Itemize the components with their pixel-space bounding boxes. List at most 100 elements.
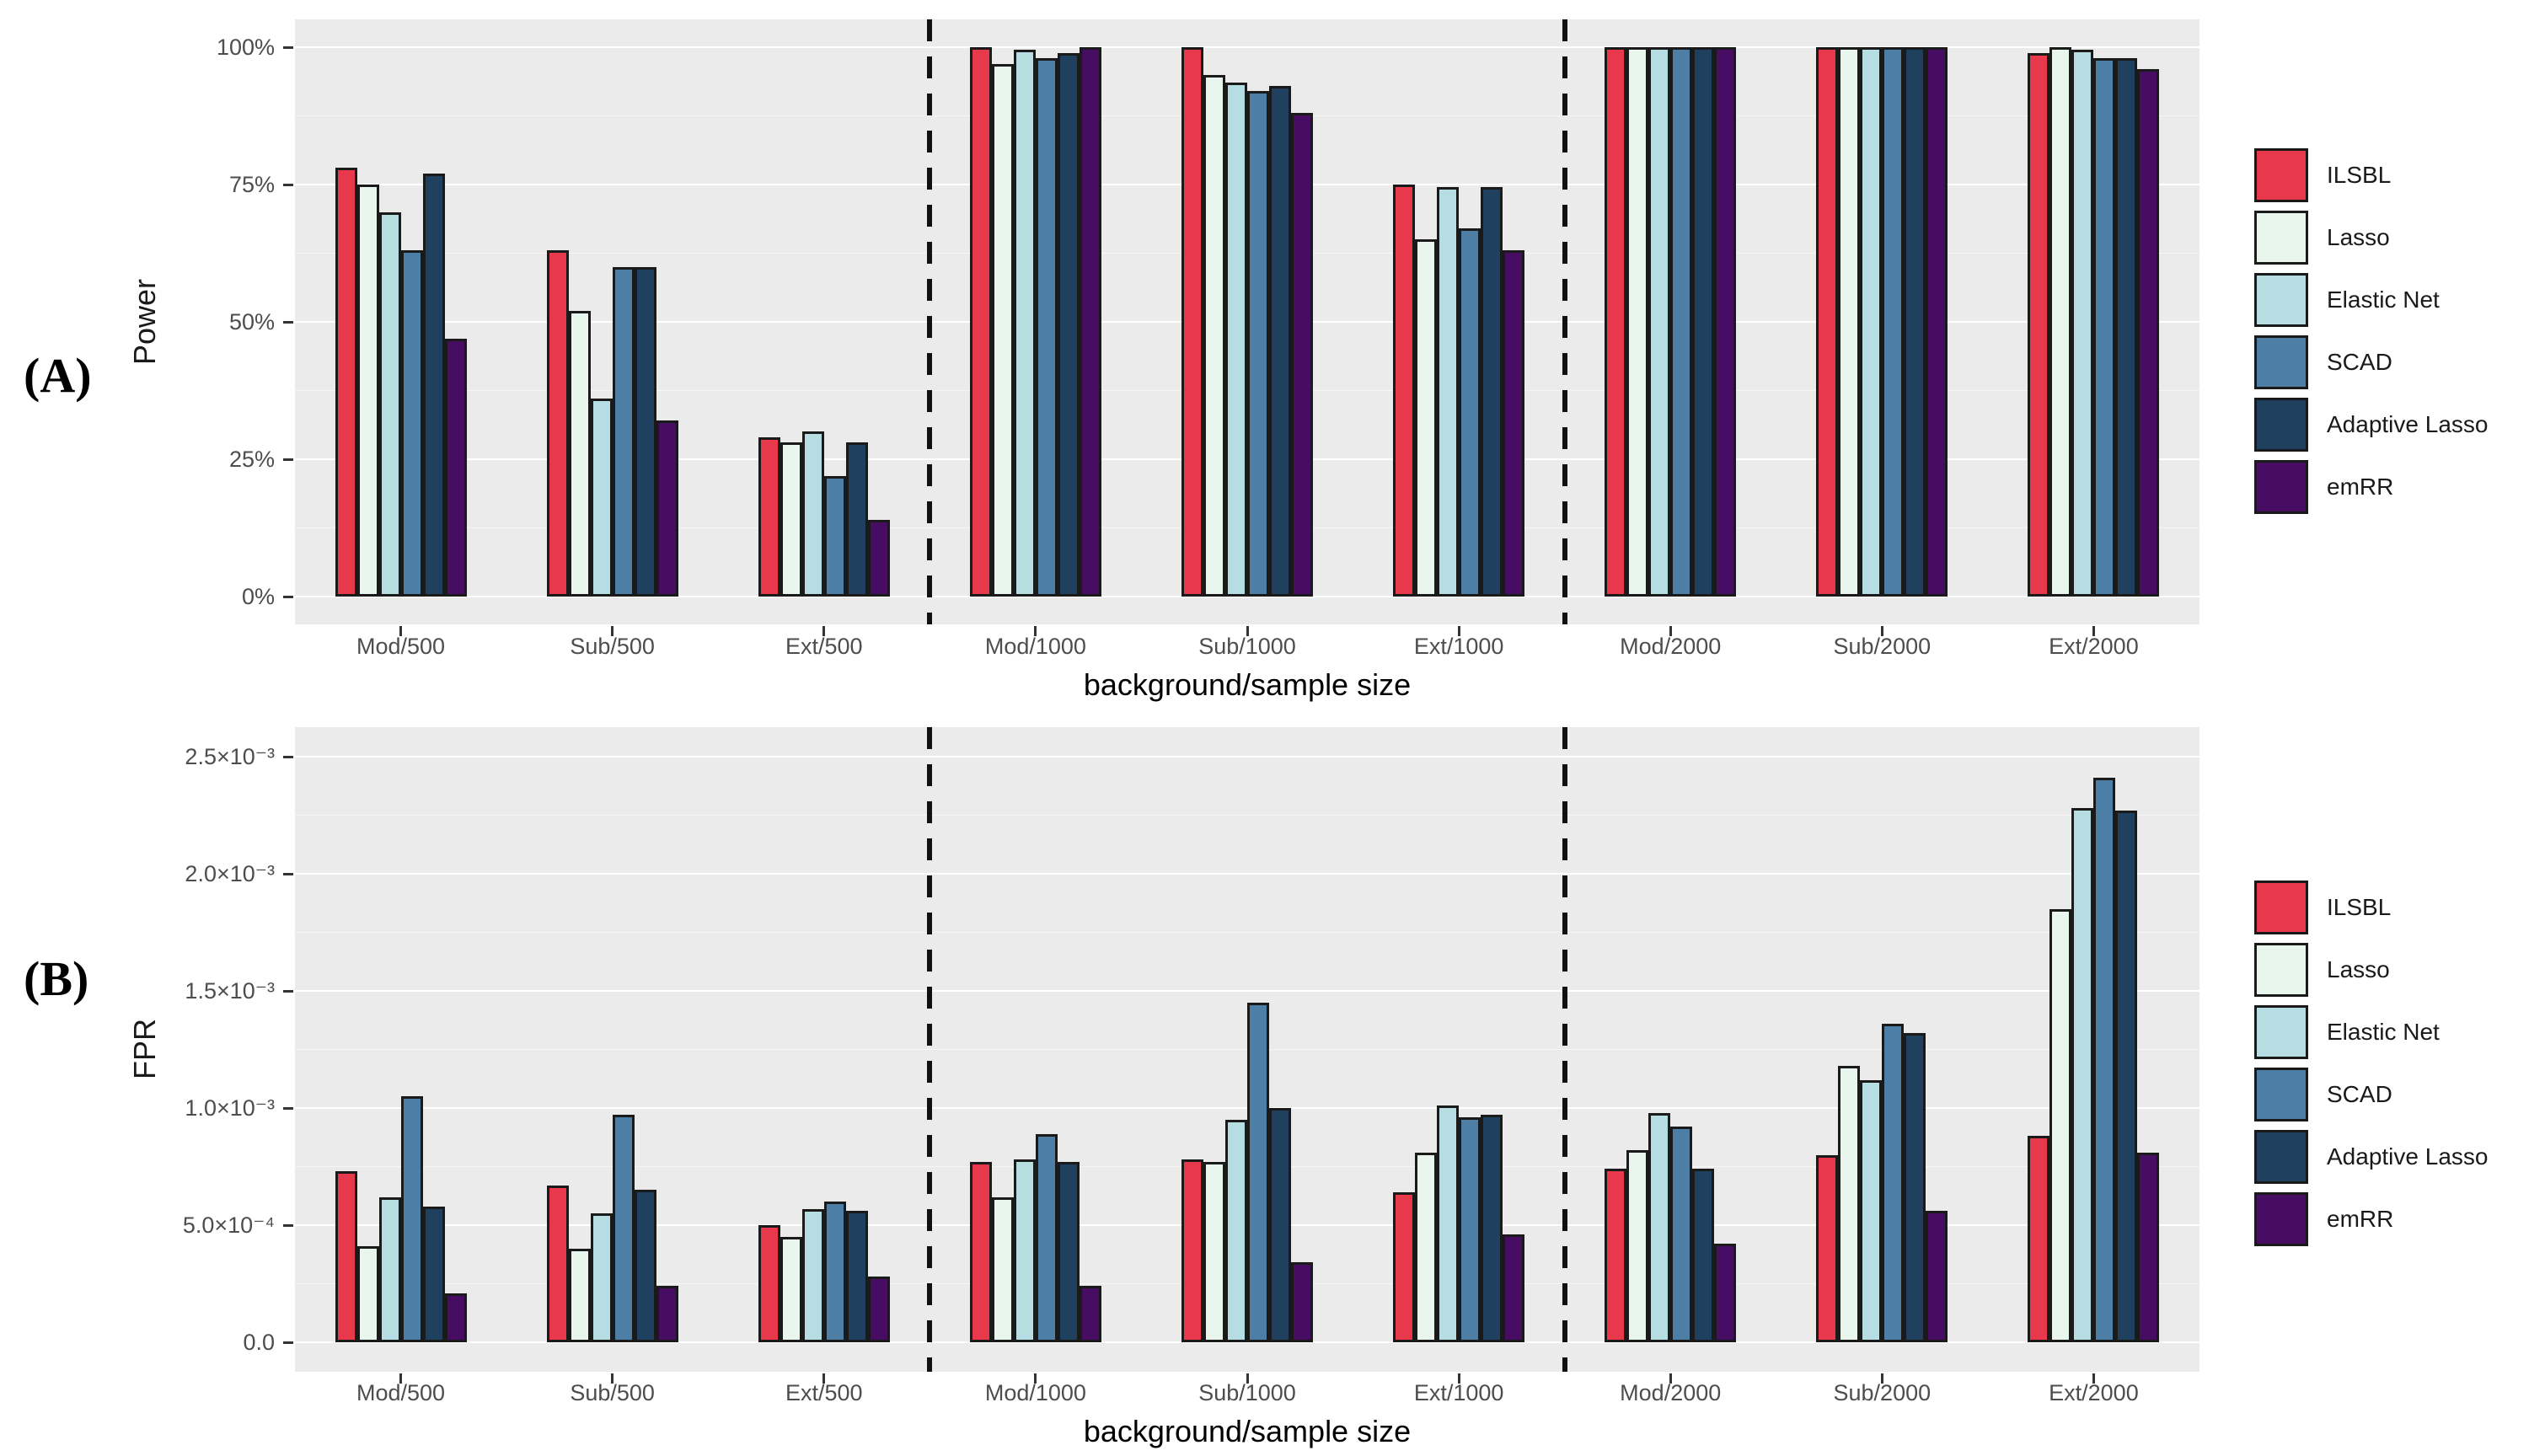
bar [1692, 1169, 1715, 1342]
minor-gridline [295, 931, 2199, 934]
x-tick-label: Mod/500 [356, 1380, 446, 1405]
legend-swatch [2254, 1005, 2308, 1059]
bar [1860, 47, 1883, 597]
fpr-axis-title: FPR [127, 1019, 162, 1079]
x-tick-mark [399, 1373, 403, 1384]
bar [1393, 1192, 1416, 1342]
bar [1035, 58, 1058, 597]
y-tick-mark [283, 989, 293, 993]
bar [1437, 1105, 1460, 1342]
bar [335, 168, 357, 597]
bar [1393, 185, 1416, 597]
bar [1481, 187, 1503, 597]
bar [1181, 47, 1203, 597]
dashed-separator-line [1562, 19, 1567, 624]
bar [2115, 58, 2138, 597]
bar [969, 1161, 992, 1342]
bar [2049, 47, 2072, 597]
bar [356, 185, 379, 597]
y-tick-mark [283, 872, 293, 875]
legend-label: ILSBL [2327, 894, 2392, 920]
bar [1626, 1150, 1649, 1342]
bar [845, 1211, 868, 1342]
major-gridline [295, 596, 2199, 597]
legend-label: Adaptive Lasso [2327, 411, 2489, 437]
fpr-chart-panel [295, 727, 2199, 1372]
bar [1860, 1079, 1883, 1342]
bar [1882, 1023, 1905, 1342]
y-tick-mark [283, 1223, 293, 1227]
bar [1816, 47, 1839, 597]
bar [845, 442, 868, 597]
bar [1269, 85, 1291, 597]
bar [1203, 1161, 1225, 1342]
bar [422, 1206, 445, 1342]
bar [422, 173, 445, 597]
bar [335, 1171, 357, 1342]
y-tick-label: 1.0×10⁻³ [185, 1095, 275, 1121]
bar [801, 431, 824, 597]
bar [1459, 228, 1481, 597]
bar [1415, 1152, 1438, 1342]
x-tick-mark [1457, 626, 1460, 636]
bar [1415, 239, 1438, 597]
x-tick-mark [1246, 1373, 1249, 1384]
legend-label: Lasso [2327, 224, 2390, 250]
dashed-separator-line [1562, 727, 1567, 1372]
y-tick-mark [283, 755, 293, 758]
legend-swatch [2254, 335, 2308, 389]
bar [1203, 74, 1225, 597]
bar [612, 266, 635, 597]
legend-swatch [2254, 398, 2308, 452]
bar [2071, 50, 2094, 597]
legend-label: ILSBL [2327, 162, 2392, 188]
y-tick-label: 25% [228, 447, 275, 472]
x-tick-mark [1457, 1373, 1460, 1384]
x-tick-label: Mod/2000 [1620, 1380, 1722, 1405]
y-tick-label: 100% [216, 35, 275, 60]
bar [1181, 1159, 1203, 1342]
xaxis-title-b: background/sample size [1083, 1414, 1412, 1448]
y-tick-mark [283, 320, 293, 324]
x-tick-label: Ext/2000 [2049, 634, 2139, 659]
bar [1882, 47, 1905, 597]
y-tick-label: 50% [228, 309, 275, 335]
y-tick-mark [283, 1341, 293, 1344]
x-tick-mark [1880, 1373, 1883, 1384]
legend-swatch [2254, 881, 2308, 934]
bar [823, 475, 846, 597]
bar [1904, 1033, 1926, 1342]
bar [546, 250, 569, 597]
x-tick-label: Ext/2000 [2049, 1380, 2139, 1405]
x-tick-label: Sub/2000 [1833, 634, 1932, 659]
bar [991, 1196, 1014, 1342]
major-gridline [295, 46, 2199, 48]
bar [656, 1286, 678, 1342]
x-tick-mark [1034, 1373, 1037, 1384]
x-tick-label: Sub/2000 [1833, 1380, 1932, 1405]
x-tick-label: Sub/500 [570, 1380, 655, 1405]
bar [2028, 1136, 2050, 1342]
bar [1838, 47, 1861, 597]
x-tick-mark [1669, 1373, 1672, 1384]
x-tick-mark [822, 626, 826, 636]
bar [1605, 1169, 1627, 1342]
bar [1626, 47, 1649, 597]
major-gridline [295, 1341, 2199, 1343]
bar [1013, 1159, 1036, 1342]
x-tick-mark [611, 1373, 614, 1384]
y-tick-mark [283, 46, 293, 49]
legend-label: Elastic Net [2327, 1019, 2440, 1045]
major-gridline [295, 873, 2199, 875]
bar [2115, 810, 2138, 1342]
bar [969, 47, 992, 597]
legend-label: Adaptive Lasso [2327, 1143, 2489, 1170]
y-tick-label: 0% [241, 584, 275, 609]
bar [867, 519, 890, 597]
bar [1459, 1117, 1481, 1342]
bar [634, 266, 656, 597]
bar [568, 310, 591, 597]
x-tick-mark [2092, 626, 2095, 636]
bar [546, 1185, 569, 1342]
